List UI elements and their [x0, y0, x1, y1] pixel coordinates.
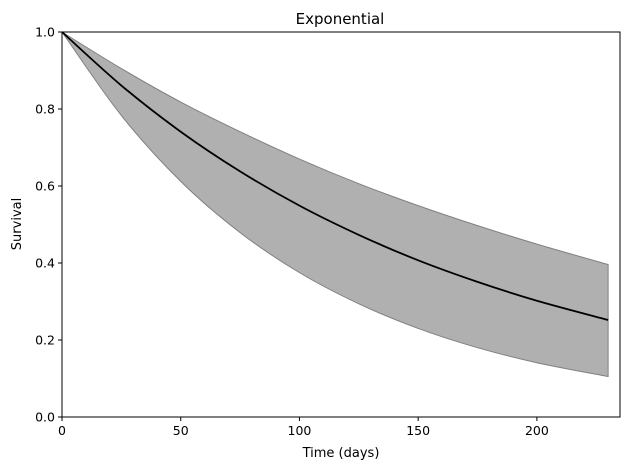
confidence-band	[61, 31, 609, 378]
y-tick-label: 0.2	[35, 333, 55, 348]
y-axis-label: Survival	[10, 198, 25, 250]
y-tick-label: 1.0	[35, 25, 55, 40]
y-axis: 0.0 0.2 0.4 0.6 0.8 1.0	[35, 25, 62, 425]
x-axis-label: Time (days)	[302, 446, 380, 461]
y-tick-label: 0.4	[35, 256, 55, 271]
x-tick-label: 100	[288, 423, 312, 438]
chart-title: Exponential	[296, 10, 385, 28]
x-tick-label: 200	[525, 423, 549, 438]
y-tick-label: 0.6	[35, 179, 55, 194]
x-tick-label: 0	[58, 423, 66, 438]
x-axis: 0 50 100 150 200	[58, 417, 549, 438]
plot-area	[61, 31, 609, 378]
survival-curve	[61, 31, 609, 321]
plot-frame	[61, 31, 621, 418]
y-tick-label: 0.0	[35, 410, 55, 425]
x-tick-label: 50	[173, 423, 189, 438]
y-tick-label: 0.8	[35, 102, 55, 117]
x-tick-label: 150	[406, 423, 430, 438]
